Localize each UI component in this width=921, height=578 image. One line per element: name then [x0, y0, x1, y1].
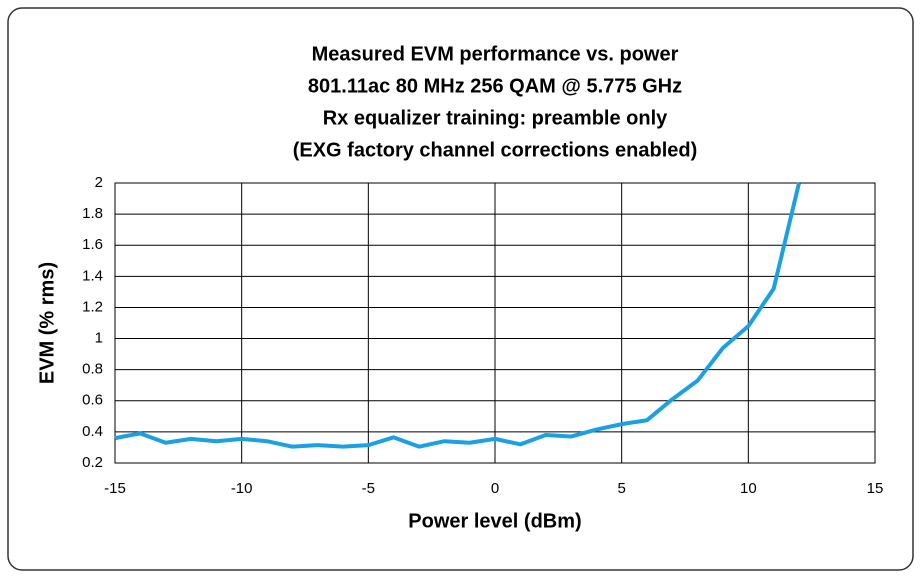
chart-title: 801.11ac 80 MHz 256 QAM @ 5.775 GHz: [308, 75, 682, 97]
y-tick-label: 2: [95, 174, 103, 191]
chart-title: Rx equalizer training: preamble only: [323, 107, 668, 129]
x-tick-label: -5: [362, 480, 375, 497]
chart-title: (EXG factory channel corrections enabled…: [293, 139, 698, 161]
x-tick-label: 0: [491, 480, 499, 497]
y-axis-label: EVM (% rms): [36, 262, 58, 384]
y-tick-label: 1.6: [82, 236, 103, 253]
y-tick-label: 0.4: [82, 423, 103, 440]
x-tick-label: -10: [231, 480, 253, 497]
y-tick-label: 1.8: [82, 205, 103, 222]
y-tick-label: 0.8: [82, 361, 103, 378]
y-tick-label: 1: [95, 330, 103, 347]
chart-frame: [7, 7, 914, 571]
y-tick-label: 0.6: [82, 392, 103, 409]
chart-title: Measured EVM performance vs. power: [312, 43, 679, 65]
x-tick-label: 15: [867, 480, 884, 497]
plot-area: [114, 182, 876, 464]
x-axis-label: Power level (dBm): [408, 510, 581, 532]
x-tick-label: 5: [617, 480, 625, 497]
x-tick-label: 10: [740, 480, 757, 497]
y-tick-label: 1.4: [82, 267, 103, 284]
y-tick-label: 0.2: [82, 454, 103, 471]
y-tick-label: 1.2: [82, 298, 103, 315]
data-line: [114, 182, 801, 449]
x-tick-label: -15: [104, 480, 126, 497]
